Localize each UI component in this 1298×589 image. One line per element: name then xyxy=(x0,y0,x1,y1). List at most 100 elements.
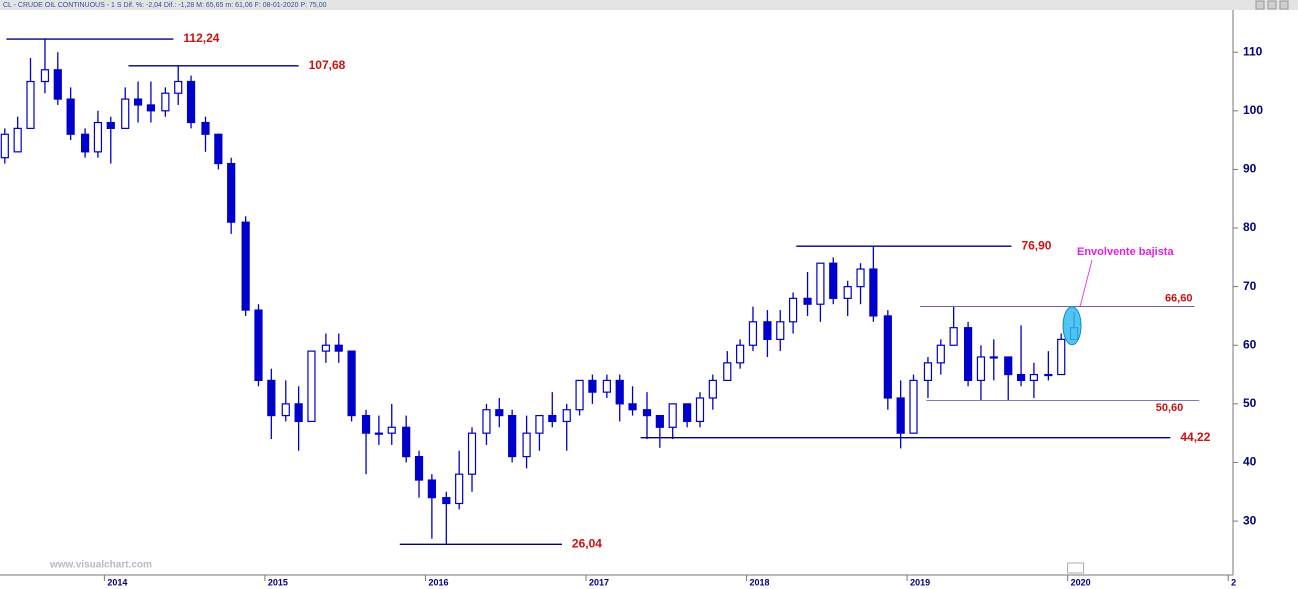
candle-body xyxy=(294,403,303,423)
candle-body xyxy=(548,414,557,423)
candle-body xyxy=(1016,373,1026,382)
candle-body xyxy=(495,409,504,417)
candle-body xyxy=(40,69,50,83)
y-tick-label: 110 xyxy=(1243,44,1263,58)
candle-body xyxy=(896,397,905,434)
candle-body xyxy=(387,426,396,434)
candle-body xyxy=(93,121,103,153)
candle-body xyxy=(522,432,531,458)
candle-body xyxy=(161,92,170,112)
candle-body xyxy=(254,309,263,382)
candle-body xyxy=(856,268,865,288)
candle-body xyxy=(869,268,878,317)
window-button[interactable] xyxy=(1279,0,1289,10)
candle-body xyxy=(695,397,705,423)
y-tick-label: 90 xyxy=(1243,162,1257,176)
candle-body xyxy=(763,321,772,340)
level-label: 26,04 xyxy=(572,536,602,550)
candle-body xyxy=(26,80,35,129)
candle-body xyxy=(575,379,584,411)
candle-body xyxy=(133,98,143,106)
candle-body xyxy=(321,344,331,352)
candle-body xyxy=(427,479,436,499)
annotation-pointer xyxy=(1079,259,1093,307)
x-tick-label: 2020 xyxy=(1071,577,1091,587)
x-tick-label: 2014 xyxy=(107,577,127,587)
x-tick-label: 2017 xyxy=(589,577,609,587)
candle-body xyxy=(334,344,343,352)
candle-body xyxy=(442,497,451,505)
candle-body xyxy=(53,69,62,100)
candle-body xyxy=(146,104,156,112)
candle-body xyxy=(414,456,424,481)
candle-body xyxy=(843,286,852,299)
highlight-ellipse xyxy=(1062,306,1082,346)
level-label: 112,24 xyxy=(183,31,219,45)
candle-body xyxy=(615,379,624,405)
candle-body xyxy=(562,409,571,423)
candle-body xyxy=(66,98,75,135)
candle-body xyxy=(535,414,544,434)
candle-body xyxy=(909,379,918,434)
candle-body xyxy=(668,403,677,428)
level-label: 107,68 xyxy=(309,58,346,72)
candle-body xyxy=(361,414,371,434)
annotation-text: Envolvente bajista xyxy=(1077,246,1174,258)
candle-body xyxy=(227,162,236,223)
candle-body xyxy=(186,80,196,124)
candle-body xyxy=(267,379,276,417)
chart-title: CL - CRUDE OIL CONTINUOUS - 1 S Dif. %: … xyxy=(3,2,327,9)
candle-body xyxy=(508,414,517,458)
y-tick-label: 100 xyxy=(1243,103,1263,117)
y-tick-label: 70 xyxy=(1243,279,1257,293)
watermark: www.visualchart.com xyxy=(49,560,152,571)
candle-body xyxy=(307,350,316,423)
candle-body xyxy=(174,80,183,94)
x-tick-label: 2019 xyxy=(910,577,930,587)
candle-body xyxy=(121,98,130,129)
candle-body xyxy=(1057,338,1066,376)
y-tick-label: 50 xyxy=(1243,396,1257,410)
window-button[interactable] xyxy=(1267,0,1277,10)
x-tick-label: 2016 xyxy=(428,577,448,587)
candle-body xyxy=(963,327,973,382)
candle-body xyxy=(723,362,732,382)
level-label: 50,60 xyxy=(1156,402,1184,414)
candle-body xyxy=(106,121,115,129)
header-bar xyxy=(0,0,1298,10)
candle-body xyxy=(829,262,838,299)
candle-body xyxy=(455,473,464,505)
candle-body xyxy=(748,321,758,346)
x-tick-label: 2018 xyxy=(750,577,770,587)
candle-body xyxy=(467,432,477,475)
candle-body xyxy=(402,426,411,458)
candle-body xyxy=(588,379,597,393)
x-tick-label: 2 xyxy=(1231,577,1236,587)
candle-body xyxy=(976,356,986,382)
candle-body xyxy=(655,414,664,428)
candle-body xyxy=(374,432,383,435)
candle-body xyxy=(0,133,9,159)
candle-body xyxy=(949,327,958,346)
candle-body xyxy=(708,379,717,399)
y-tick-label: 80 xyxy=(1243,220,1257,234)
candle-body xyxy=(13,127,22,153)
candle-body xyxy=(683,403,692,423)
candle-body xyxy=(482,409,491,434)
candle-body xyxy=(1004,356,1013,376)
window-button[interactable] xyxy=(1255,0,1265,10)
candle-body xyxy=(1044,373,1053,377)
candle-body xyxy=(883,315,892,399)
candle-body xyxy=(789,297,798,323)
candle-body xyxy=(936,344,945,364)
candle-body xyxy=(241,221,250,311)
candle-body xyxy=(80,133,90,153)
candle-body xyxy=(923,362,933,382)
candle-body xyxy=(214,133,223,165)
y-tick-label: 60 xyxy=(1243,337,1257,351)
candle-body xyxy=(1029,373,1039,382)
y-tick-label: 40 xyxy=(1243,455,1257,469)
candle-body xyxy=(347,350,356,417)
